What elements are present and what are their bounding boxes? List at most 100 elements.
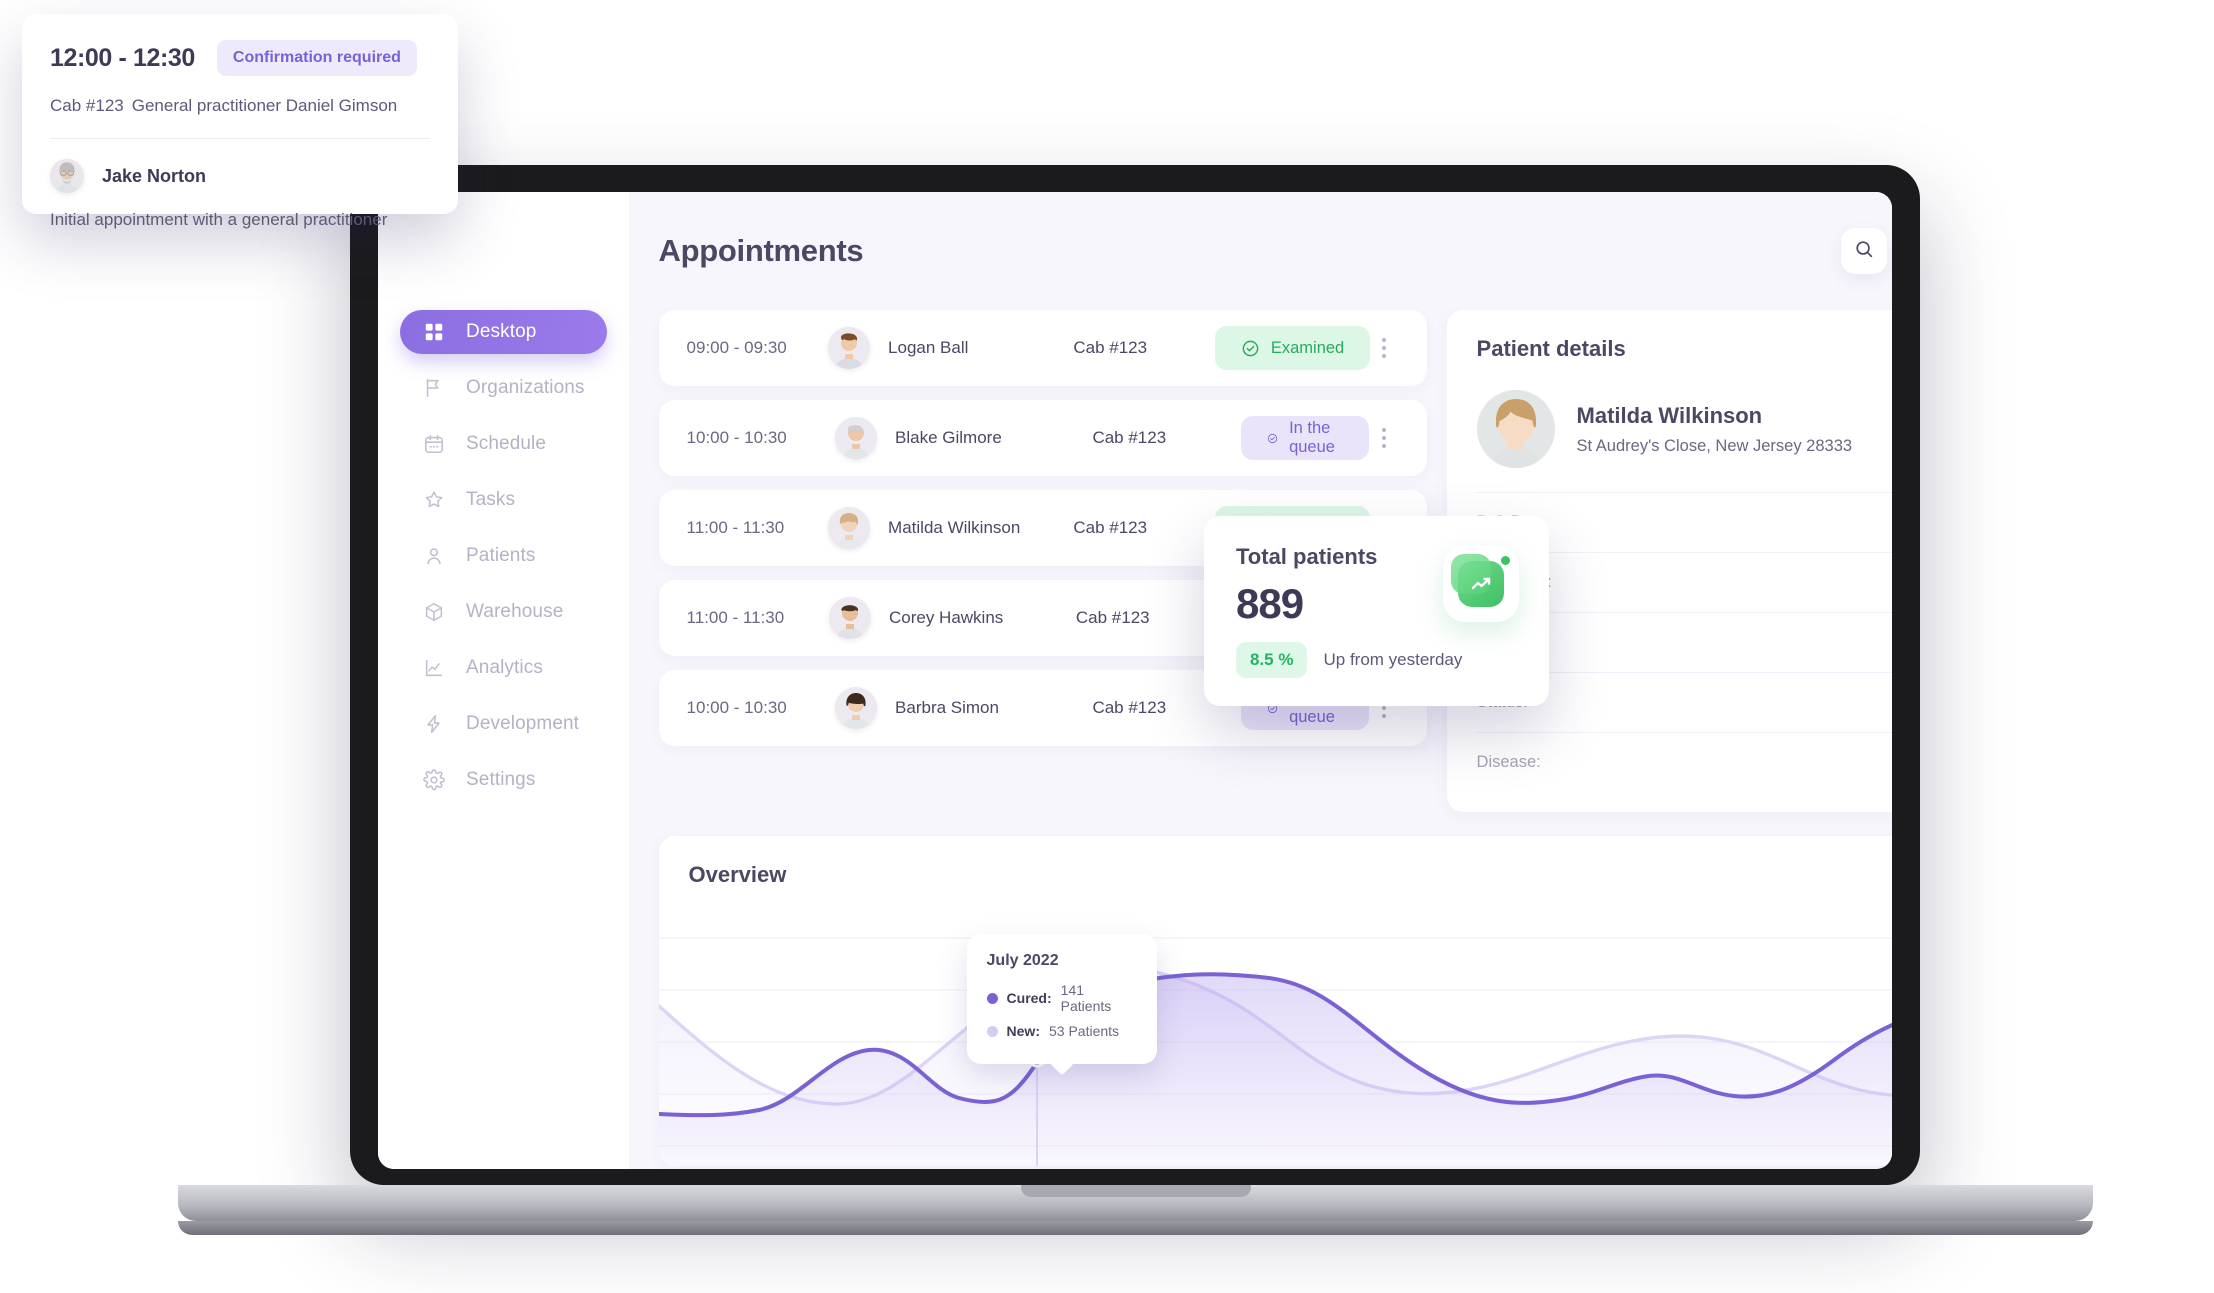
avatar: [828, 507, 871, 549]
avatar: [1476, 390, 1555, 468]
topbar: Appointments 1: [629, 192, 1892, 310]
lightning-icon: [422, 712, 446, 736]
tooltip-label: New:: [1006, 1023, 1040, 1039]
search-icon: [1853, 238, 1875, 265]
appointment-cabinet: Cab #123: [1092, 698, 1167, 717]
chart-tooltip: July 2022 Cured: 141 Patients New: 53 P: [966, 934, 1157, 1064]
check-circle-icon: [1267, 433, 1278, 443]
status-label: Examined: [1270, 338, 1345, 357]
appointment-time: 10:00 - 10:30: [686, 698, 787, 717]
status-badge: In the queue: [1240, 416, 1369, 460]
sidebar-item-label: Desktop: [466, 321, 537, 342]
appointment-patient: Corey Hawkins: [828, 597, 1076, 639]
patient-name: Corey Hawkins: [888, 608, 1004, 627]
star-icon: [422, 488, 446, 512]
tooltip-dot-cured: [986, 992, 998, 1004]
sidebar-item-schedule[interactable]: Schedule: [400, 422, 607, 466]
sidebar-item-label: Tasks: [466, 489, 516, 510]
patient-name: Logan Ball: [888, 338, 969, 357]
patient-address: St Audrey's Close, New Jersey 28333: [1576, 436, 1853, 455]
percent-badge: 8.5 %: [1236, 642, 1308, 678]
sidebar-item-patients[interactable]: Patients: [400, 534, 607, 578]
appointment-status: In the queue: [1240, 416, 1369, 460]
chart-icon: [422, 656, 446, 680]
trend-icon-dot: [1501, 556, 1510, 565]
calendar-icon: [422, 432, 446, 456]
tooltip-title: July 2022: [986, 952, 1059, 969]
appointment-cabinet: Cab #123: [1075, 608, 1150, 627]
overview-header: Overview Cured patients: [659, 836, 1892, 888]
tooltip-row-new: New: 53 Patients: [986, 1023, 1137, 1039]
overview-card: Overview Cured patients: [658, 836, 1892, 1166]
appointment-time: 10:00 - 10:30: [686, 428, 787, 447]
avatar: [50, 159, 84, 193]
appointment-cabinet: Cab #123: [1073, 338, 1148, 357]
patient-identity: Matilda Wilkinson St Audrey's Close, New…: [1577, 403, 1853, 456]
appointment-time: 12:00 - 12:30: [50, 43, 195, 72]
appointment-patient: Barbra Simon: [835, 687, 1092, 729]
tooltip-label: Cured:: [1006, 990, 1052, 1006]
avatar: [835, 417, 878, 459]
appointment-status: Examined: [1214, 326, 1371, 370]
popup-header: 12:00 - 12:30 Confirmation required: [50, 40, 430, 76]
avatar: [835, 687, 878, 729]
main-content: Appointments 1: [629, 192, 1892, 1169]
sidebar-item-desktop[interactable]: Desktop: [400, 310, 607, 354]
popup-subtitle: Cab #123 General practitioner Daniel Gims…: [50, 96, 430, 139]
total-patients-value: 889: [1236, 580, 1304, 627]
laptop-screen: Desktop Organizations Schedule: [378, 192, 1892, 1169]
box-icon: [422, 600, 446, 624]
check-circle-icon: [1242, 340, 1259, 356]
sidebar-item-warehouse[interactable]: Warehouse: [400, 590, 607, 634]
appointment-doctor: General practitioner Daniel Gimson: [131, 96, 398, 115]
appointment-time: 11:00 - 11:30: [686, 608, 785, 627]
trend-note: Up from yesterday: [1323, 650, 1463, 669]
gear-icon: [422, 768, 446, 792]
page-title: Appointments: [658, 233, 864, 268]
tooltip-dot-new: [986, 1025, 998, 1037]
card-footer: 8.5 % Up from yesterday: [1236, 642, 1517, 678]
overview-chart: July 2022 Cured: 141 Patients New: 53 P: [658, 910, 1892, 1166]
series-cured-line: [658, 972, 1892, 1118]
detail-key: Disease:: [1476, 753, 1541, 771]
sidebar-item-label: Patients: [466, 545, 536, 566]
sidebar-item-settings[interactable]: Settings: [400, 758, 607, 802]
sidebar-item-analytics[interactable]: Analytics: [400, 646, 607, 690]
tooltip-value: 141 Patients: [1060, 982, 1112, 1014]
flag-icon: [422, 376, 446, 400]
patient-name: Blake Gilmore: [895, 428, 1002, 447]
sidebar-item-label: Development: [466, 713, 580, 734]
status-badge: Confirmation required: [216, 40, 417, 76]
sidebar-item-label: Organizations: [466, 377, 585, 398]
sidebar-item-tasks[interactable]: Tasks: [400, 478, 607, 522]
sidebar-item-development[interactable]: Development: [400, 702, 607, 746]
appointment-cabinet: Cab #123: [1073, 518, 1148, 537]
appointment-patient: Logan Ball: [828, 327, 1073, 369]
table-row[interactable]: 10:00 - 10:30 Blake Gilmore Cab #123: [658, 400, 1427, 476]
avatar: [828, 327, 871, 369]
card-title: Total patients: [1236, 544, 1378, 569]
user-icon: [422, 544, 446, 568]
table-row[interactable]: 09:00 - 09:30 Logan Ball Cab #123: [658, 310, 1427, 386]
tooltip-value: 53 Patients: [1048, 1023, 1120, 1039]
search-button[interactable]: [1840, 228, 1887, 274]
row-menu-button[interactable]: [1369, 428, 1399, 448]
status-label: In the queue: [1289, 419, 1335, 456]
patient-name: Matilda Wilkinson: [888, 518, 1021, 537]
appointment-patient: Blake Gilmore: [835, 417, 1092, 459]
dashboard-body: 09:00 - 09:30 Logan Ball Cab #123: [629, 310, 1892, 812]
avatar: [828, 597, 871, 639]
sidebar-item-organizations[interactable]: Organizations: [400, 366, 607, 410]
detail-row-disease: Disease:: [1477, 733, 1892, 792]
appointment-time: 09:00 - 09:30: [686, 338, 787, 357]
sidebar: Desktop Organizations Schedule: [378, 192, 629, 1169]
overview-title: Overview: [688, 862, 787, 887]
trend-icon-shape: [1451, 554, 1504, 607]
total-patients-card: Total patients 889 8.5 % Up from yesterd…: [1204, 516, 1549, 706]
overview-section: Overview Cured patients: [629, 830, 1892, 1166]
appointment-cabinet: Cab #123: [1092, 428, 1167, 447]
appointments-list: 09:00 - 09:30 Logan Ball Cab #123: [658, 310, 1427, 812]
row-menu-button[interactable]: [1370, 338, 1398, 358]
sidebar-item-label: Warehouse: [466, 601, 564, 622]
